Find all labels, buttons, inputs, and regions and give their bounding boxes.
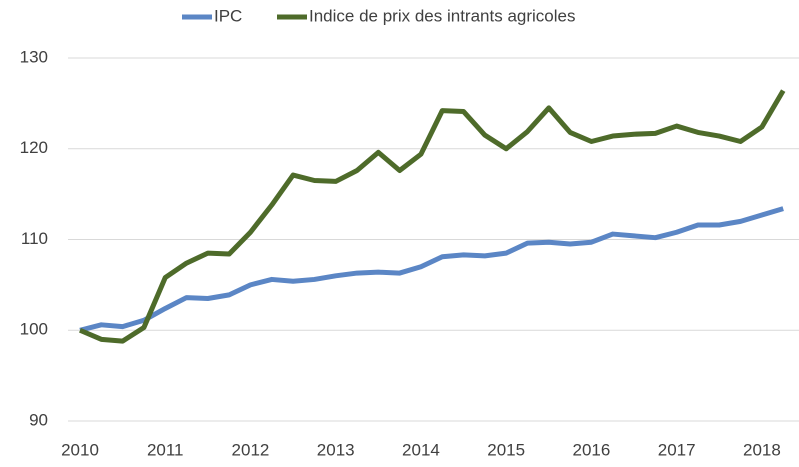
x-tick-label: 2014 (402, 440, 440, 459)
series-line (79, 89, 786, 344)
x-tick-label: 2017 (658, 440, 696, 459)
x-tick-label: 2010 (61, 440, 99, 459)
legend-label: IPC (214, 6, 242, 25)
x-tick-label: 2015 (487, 440, 525, 459)
y-tick-label: 90 (29, 410, 48, 429)
x-tick-label: 2018 (743, 440, 781, 459)
y-tick-label: 100 (20, 320, 48, 339)
y-tick-label: 110 (21, 229, 48, 248)
legend-label: Indice de prix des intrants agricoles (309, 6, 575, 25)
y-tick-label: 120 (20, 138, 48, 157)
x-tick-label: 2011 (147, 440, 184, 459)
x-tick-label: 2013 (317, 440, 355, 459)
x-tick-label: 2016 (573, 440, 611, 459)
y-tick-label: 130 (20, 47, 48, 66)
series-line (79, 206, 784, 333)
x-tick-label: 2012 (232, 440, 270, 459)
